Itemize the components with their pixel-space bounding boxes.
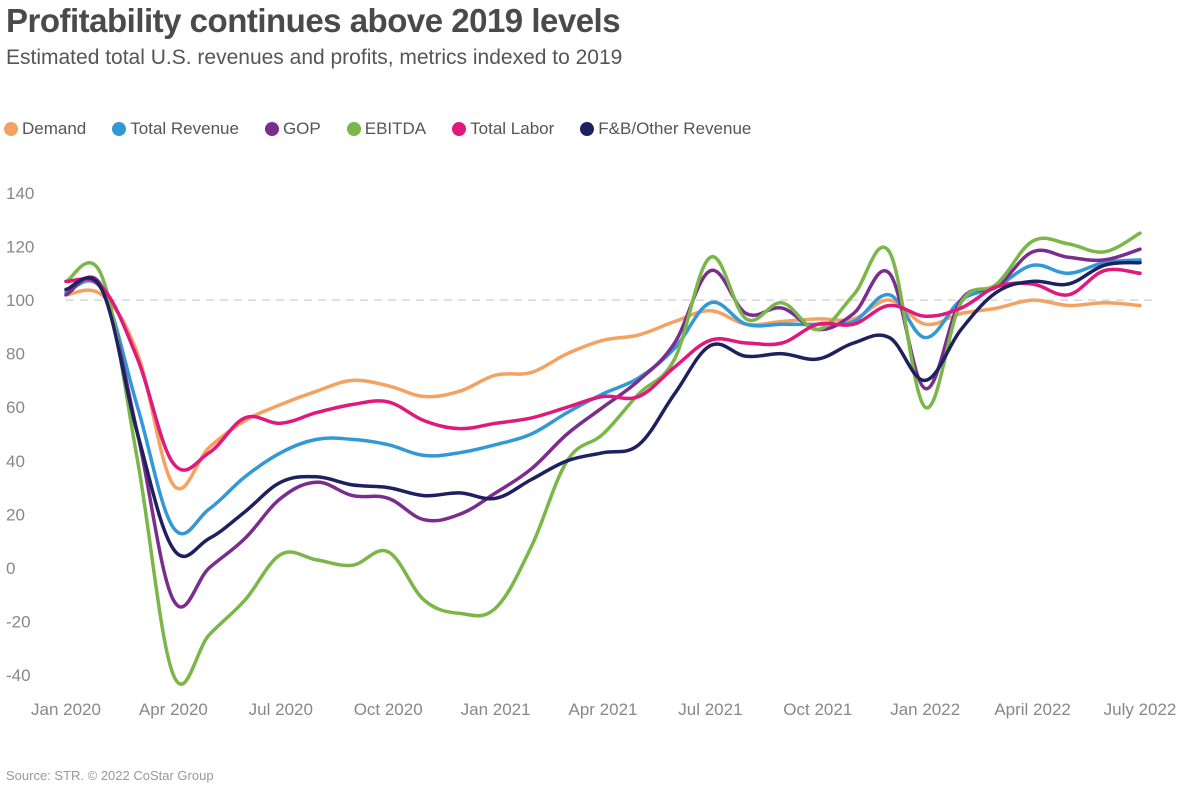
x-tick-label: Apr 2020 (139, 700, 208, 719)
y-tick-label: 60 (6, 398, 25, 417)
x-tick-label: April 2022 (994, 700, 1071, 719)
legend-label-fb-other-revenue: F&B/Other Revenue (598, 119, 752, 138)
x-tick-label: Oct 2020 (354, 700, 423, 719)
x-tick-label: Jan 2022 (890, 700, 960, 719)
legend-label-demand: Demand (22, 119, 87, 138)
legend-swatch-demand (4, 122, 18, 136)
legend-item-total-revenue: Total Revenue (112, 119, 239, 139)
legend-label-ebitda: EBITDA (364, 119, 427, 138)
y-tick-label: -20 (6, 612, 31, 631)
legend-swatch-gop (264, 122, 279, 136)
x-tick-label: Jan 2020 (31, 700, 101, 719)
legend-item-demand: Demand (4, 119, 86, 139)
legend-label-total-labor: Total Labor (470, 119, 555, 138)
x-tick-label: Oct 2021 (783, 700, 852, 719)
legend-label-total-revenue: Total Revenue (130, 119, 239, 138)
legend-item-fb-other-revenue: F&B/Other Revenue (580, 119, 751, 139)
x-tick-label: Jul 2021 (678, 700, 742, 719)
y-tick-label: 100 (6, 291, 34, 310)
legend-label-gop: GOP (282, 119, 321, 138)
y-tick-label: 140 (6, 184, 34, 203)
y-tick-label: 80 (6, 345, 25, 364)
y-tick-label: 0 (6, 559, 15, 578)
legend-item-ebitda: EBITDA (346, 119, 427, 139)
x-tick-label: Jul 2020 (249, 700, 313, 719)
chart-title: Profitability continues above 2019 level… (6, 2, 621, 39)
y-tick-label: 20 (6, 505, 25, 524)
x-tick-label: Apr 2021 (569, 700, 638, 719)
series-line-total-labor (64, 267, 1142, 472)
legend-swatch-ebitda (346, 122, 361, 136)
legend-swatch-total-labor (452, 122, 467, 136)
source-note: Source: STR. © 2022 CoStar Group (6, 768, 214, 783)
legend: Demand Total Revenue GOP EBITDA Total La… (4, 119, 751, 139)
series-line-demand (64, 288, 1142, 491)
chart-subtitle: Estimated total U.S. revenues and profit… (6, 46, 623, 69)
x-tick-label: July 2022 (1104, 700, 1177, 719)
x-tick-label: Jan 2021 (461, 700, 531, 719)
legend-swatch-fb-other-revenue (580, 122, 595, 136)
series-line-f-b-other-revenue (64, 260, 1142, 559)
y-tick-label: -40 (6, 666, 31, 685)
y-tick-label: 120 (6, 238, 34, 257)
series-line-gop (64, 247, 1142, 609)
y-tick-label: 40 (6, 452, 25, 471)
legend-swatch-total-revenue (112, 122, 127, 136)
legend-item-gop: GOP (264, 119, 321, 139)
legend-item-total-labor: Total Labor (452, 119, 554, 139)
